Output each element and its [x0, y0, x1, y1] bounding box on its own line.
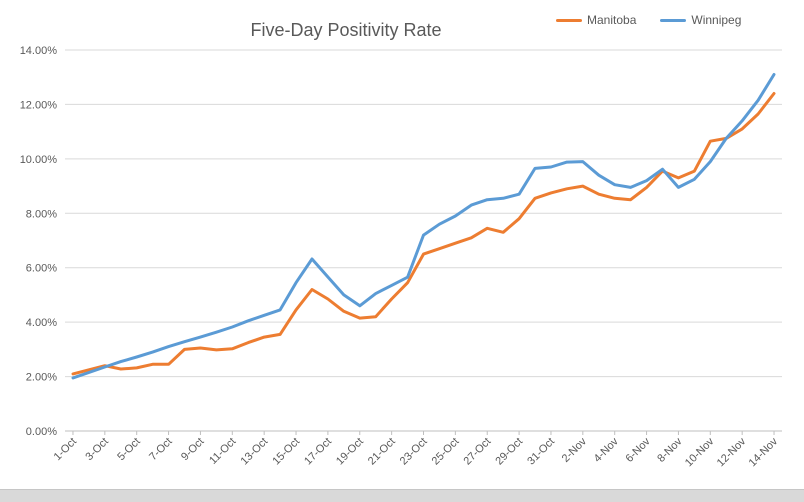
x-tick-label: 7-Oct — [147, 436, 175, 464]
x-tick-label: 8-Nov — [655, 435, 685, 465]
x-tick-label: 31-Oct — [525, 436, 557, 468]
x-tick-label: 27-Oct — [462, 436, 494, 468]
x-tick-label: 3-Oct — [83, 436, 111, 464]
winnipeg-line-swatch-icon — [660, 18, 687, 22]
legend-item-manitoba[interactable]: Manitoba — [556, 13, 636, 27]
legend-label-winnipeg: Winnipeg — [691, 13, 742, 27]
x-tick-label: 19-Oct — [334, 436, 366, 468]
x-tick-label: 2-Nov — [560, 435, 590, 465]
legend-item-winnipeg[interactable]: Winnipeg — [660, 13, 741, 27]
x-tick-label: 9-Oct — [179, 436, 207, 464]
x-tick-label: 11-Oct — [207, 436, 238, 467]
y-tick-label: 2.00% — [26, 372, 57, 384]
x-tick-label: 6-Nov — [623, 435, 653, 465]
series-line-winnipeg[interactable] — [71, 73, 776, 380]
x-tick-label: 15-Oct — [270, 436, 302, 468]
x-tick-label: 5-Oct — [115, 436, 143, 464]
y-tick-label: 14.00% — [20, 45, 58, 57]
x-tick-label: 17-Oct — [302, 436, 334, 468]
chart-legend: Manitoba Winnipeg — [556, 13, 741, 27]
x-tick-label: 10-Nov — [683, 435, 717, 469]
x-tick-label: 29-Oct — [493, 436, 525, 468]
chart-title: Five-Day Positivity Rate — [250, 20, 442, 40]
window-bottom-edge — [0, 489, 804, 502]
y-tick-label: 12.00% — [20, 99, 58, 111]
x-tick-label: 14-Nov — [747, 435, 781, 469]
y-tick-label: 0.00% — [26, 426, 57, 438]
x-tick-label: 25-Oct — [430, 436, 462, 468]
x-tick-label: 23-Oct — [398, 436, 430, 468]
legend-label-manitoba: Manitoba — [587, 13, 637, 27]
y-tick-label: 4.00% — [26, 317, 57, 329]
x-tick-label: 4-Nov — [592, 435, 622, 465]
y-tick-label: 10.00% — [20, 154, 58, 166]
x-tick-label: 21-Oct — [366, 436, 398, 468]
x-tick-label: 1-Oct — [52, 436, 80, 464]
series-line-manitoba[interactable] — [71, 92, 776, 376]
y-tick-label: 8.00% — [26, 208, 57, 220]
x-tick-label: 12-Nov — [715, 435, 749, 469]
y-tick-label: 6.00% — [26, 263, 57, 275]
x-tick-label: 13-Oct — [238, 436, 270, 468]
manitoba-line-swatch-icon — [556, 18, 582, 22]
